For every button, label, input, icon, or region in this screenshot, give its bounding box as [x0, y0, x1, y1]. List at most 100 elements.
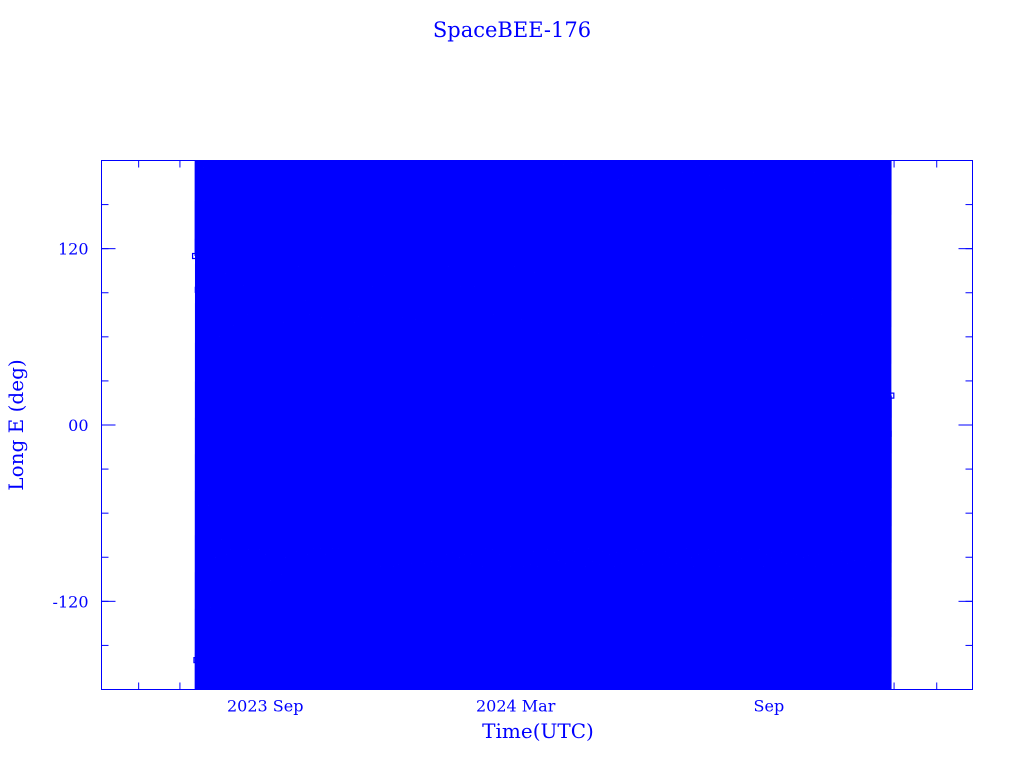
- data-point: [683, 545, 690, 552]
- data-point: [317, 545, 324, 552]
- data-point: [787, 304, 794, 311]
- data-point: [300, 560, 307, 567]
- trace-segment: [233, 160, 235, 690]
- data-point: [859, 554, 866, 561]
- data-point: [567, 324, 574, 332]
- data-point: [518, 316, 525, 323]
- data-point: [252, 546, 259, 554]
- data-point: [721, 186, 728, 193]
- trace-segment: [708, 160, 710, 690]
- data-point: [629, 172, 636, 179]
- data-point: [414, 561, 422, 568]
- data-point: [366, 565, 373, 573]
- data-point: [452, 304, 459, 311]
- trace-segment: [548, 160, 550, 690]
- data-point: [760, 562, 767, 570]
- data-point: [377, 562, 384, 570]
- data-point: [835, 557, 843, 564]
- data-point: [421, 560, 428, 567]
- data-point: [657, 326, 664, 333]
- trace-segment: [332, 160, 335, 690]
- data-point: [867, 557, 874, 564]
- data-point: [562, 560, 569, 567]
- data-point: [464, 319, 471, 326]
- data-point: [472, 564, 479, 571]
- data-point: [582, 562, 589, 570]
- data-point: [341, 551, 349, 558]
- data-point: [212, 554, 219, 561]
- data-point: [339, 565, 346, 573]
- data-point: [585, 545, 592, 552]
- trace-segment: [223, 160, 226, 690]
- trace-segment: [717, 160, 720, 690]
- data-point: [646, 558, 653, 565]
- data-point: [606, 551, 613, 558]
- data-point: [445, 263, 452, 270]
- data-point: [811, 169, 818, 176]
- data-point: [204, 468, 211, 476]
- data-point: [428, 558, 435, 565]
- data-point: [560, 161, 567, 169]
- data-point: [783, 560, 790, 567]
- data-point: [374, 320, 382, 327]
- data-point: [696, 542, 704, 549]
- data-point: [402, 564, 409, 571]
- data-point: [888, 392, 895, 399]
- data-point: [255, 351, 262, 358]
- data-point: [596, 561, 603, 568]
- trace-segment: [340, 160, 343, 690]
- data-point: [423, 543, 430, 551]
- data-point: [218, 536, 225, 543]
- data-point: [846, 551, 854, 558]
- data-point: [688, 554, 695, 561]
- x-tick-label: Sep: [754, 697, 785, 716]
- trace-segment: [372, 160, 374, 690]
- data-point: [306, 311, 313, 318]
- data-point: [603, 557, 610, 564]
- trace-segment: [397, 160, 399, 690]
- data-point: [291, 565, 298, 573]
- data-point: [489, 546, 496, 554]
- data-point: [383, 558, 390, 565]
- data-point: [534, 562, 541, 570]
- x-axis: 2023 Sep 2024 Mar Sep: [138, 160, 938, 716]
- data-point: [326, 561, 334, 568]
- data-point: [636, 319, 643, 326]
- data-point: [482, 545, 489, 552]
- data-point: [619, 548, 627, 555]
- data-point: [248, 586, 255, 593]
- data-point: [460, 562, 467, 570]
- data-point: [354, 557, 361, 564]
- data-point: [699, 333, 706, 340]
- data-point: [778, 549, 785, 556]
- data-markers: [191, 160, 895, 664]
- data-point: [595, 330, 602, 337]
- y-axis: 120 00 -120: [53, 160, 973, 690]
- data-point: [387, 314, 394, 321]
- data-point: [531, 269, 539, 276]
- data-point: [196, 424, 203, 432]
- data-point: [702, 561, 709, 568]
- trace-segment: [597, 160, 600, 690]
- data-point: [308, 564, 316, 571]
- data-point: [626, 549, 633, 556]
- data-point: [785, 548, 792, 555]
- data-point: [524, 304, 532, 311]
- data-point: [706, 172, 713, 179]
- data-point: [438, 319, 445, 326]
- data-point: [304, 551, 311, 558]
- data-point: [359, 551, 367, 558]
- data-point: [738, 555, 745, 562]
- data-point: [709, 554, 716, 561]
- data-point: [523, 549, 530, 556]
- data-point: [274, 549, 281, 556]
- data-point: [293, 548, 300, 555]
- data-point: [245, 546, 252, 554]
- trace-segment: [665, 160, 668, 690]
- data-point: [882, 598, 889, 605]
- data-point: [875, 561, 883, 568]
- data-point: [479, 562, 486, 570]
- data-point: [350, 564, 357, 571]
- data-point: [511, 263, 518, 270]
